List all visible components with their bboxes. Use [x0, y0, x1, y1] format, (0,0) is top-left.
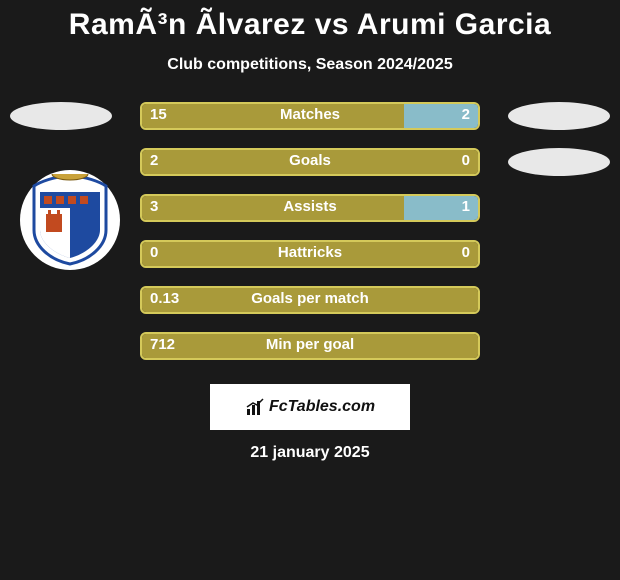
stat-seg-right	[404, 196, 478, 220]
player-placeholder-left	[10, 102, 112, 130]
team-crest-left	[20, 170, 120, 270]
stat-bar: Min per goal712	[140, 332, 480, 360]
stat-seg-left	[142, 196, 404, 220]
stat-seg-left	[142, 150, 478, 174]
stat-row: Min per goal712	[0, 332, 620, 378]
branding-chart-icon	[245, 397, 265, 417]
page-subtitle: Club competitions, Season 2024/2025	[0, 56, 620, 74]
stat-row: Goals per match0.13	[0, 286, 620, 332]
branding-badge: FcTables.com	[210, 384, 410, 430]
stat-seg-left	[142, 242, 478, 266]
page-title: RamÃ³n Ãlvarez vs Arumi Garcia	[0, 8, 620, 42]
date-label: 21 january 2025	[0, 444, 620, 462]
branding-text: FcTables.com	[269, 398, 375, 416]
stat-bar: Goals20	[140, 148, 480, 176]
crest-icon	[30, 174, 110, 266]
stat-row: Matches152	[0, 102, 620, 148]
stat-seg-left	[142, 288, 478, 312]
stat-bar: Hattricks00	[140, 240, 480, 268]
stat-seg-left	[142, 334, 478, 358]
stat-seg-left	[142, 104, 404, 128]
stat-bar: Goals per match0.13	[140, 286, 480, 314]
stat-bar: Assists31	[140, 194, 480, 222]
stat-bar: Matches152	[140, 102, 480, 130]
player-placeholder-right	[508, 148, 610, 176]
player-placeholder-right	[508, 102, 610, 130]
stat-seg-right	[404, 104, 478, 128]
